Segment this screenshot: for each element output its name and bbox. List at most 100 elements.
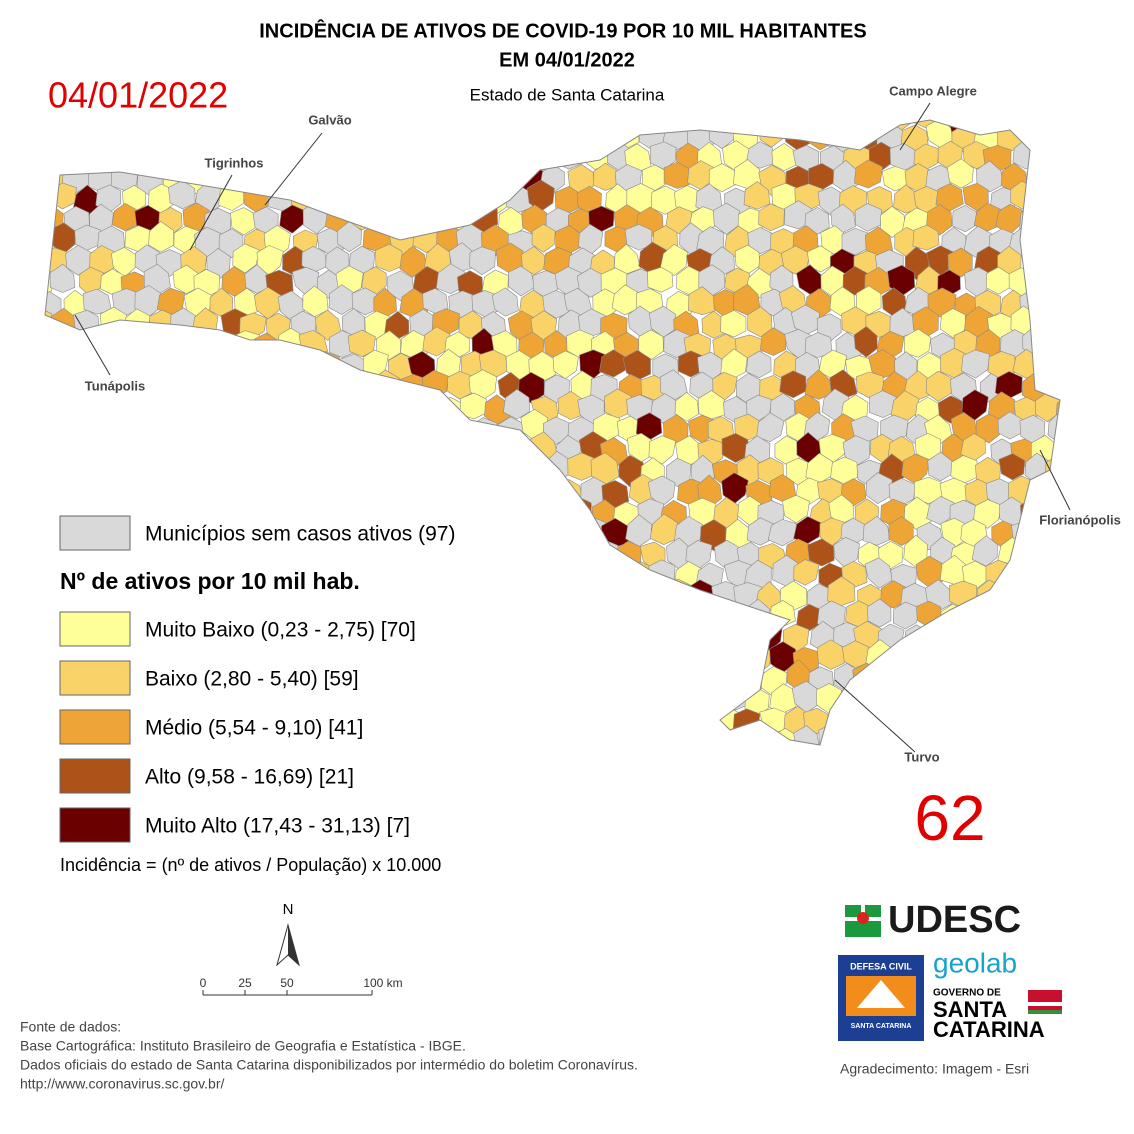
municipality	[372, 582, 402, 612]
municipality	[446, 122, 473, 149]
municipality	[747, 723, 775, 745]
municipality	[565, 623, 594, 651]
municipality	[100, 141, 128, 173]
municipality	[964, 600, 992, 628]
municipality	[564, 663, 593, 690]
municipality	[543, 542, 572, 571]
municipality	[243, 392, 271, 425]
municipality	[624, 603, 650, 632]
municipality	[700, 120, 729, 132]
municipality	[347, 329, 376, 358]
municipality	[218, 353, 245, 381]
municipality	[313, 141, 341, 172]
municipality	[136, 415, 164, 445]
municipality	[1071, 415, 1097, 446]
municipality	[947, 247, 973, 278]
municipality	[435, 120, 464, 127]
municipality	[77, 472, 105, 504]
municipality	[862, 516, 891, 546]
municipality	[1011, 557, 1039, 587]
municipality	[479, 143, 509, 174]
municipality	[45, 639, 53, 672]
municipality	[45, 437, 52, 466]
municipality	[767, 519, 797, 547]
source: Fonte de dados:	[20, 1019, 121, 1035]
municipality	[1055, 394, 1060, 423]
municipality	[650, 601, 679, 635]
municipality	[1068, 206, 1096, 236]
municipality	[277, 454, 303, 485]
municipality	[377, 497, 405, 526]
municipality	[253, 373, 280, 404]
municipality	[648, 435, 677, 465]
municipality	[433, 475, 462, 508]
municipality	[602, 727, 628, 745]
municipality	[267, 687, 294, 718]
municipality	[433, 641, 461, 671]
municipality	[1071, 123, 1098, 152]
municipality	[997, 621, 1025, 651]
municipality	[1046, 204, 1060, 235]
municipality	[136, 120, 165, 151]
municipality	[469, 706, 497, 737]
municipality	[880, 661, 908, 692]
municipality	[997, 747, 1024, 774]
municipality	[351, 409, 381, 441]
municipality	[299, 497, 328, 527]
municipality	[173, 348, 200, 379]
municipality	[195, 473, 224, 506]
municipality	[1045, 543, 1060, 573]
municipality	[327, 164, 355, 193]
municipality	[1043, 622, 1060, 654]
municipality	[458, 642, 486, 673]
municipality	[348, 160, 375, 193]
municipality	[492, 160, 521, 191]
logo-text: GOVERNO DE	[933, 988, 1001, 999]
municipality	[688, 661, 713, 691]
municipality	[1034, 350, 1060, 379]
municipality	[1074, 534, 1100, 566]
municipality	[990, 645, 1017, 674]
municipality	[989, 685, 1015, 713]
municipality	[460, 726, 485, 745]
municipality	[481, 728, 509, 745]
municipality	[1036, 225, 1060, 254]
municipality	[401, 746, 428, 778]
municipality	[672, 600, 700, 627]
municipality	[338, 686, 366, 716]
municipality	[511, 687, 537, 719]
municipality	[1001, 706, 1029, 737]
municipality	[913, 476, 943, 505]
municipality	[45, 411, 65, 443]
municipality	[222, 390, 247, 422]
municipality	[167, 140, 195, 171]
municipality	[72, 140, 102, 168]
scale-label: 50	[280, 976, 294, 990]
municipality	[460, 519, 487, 549]
municipality	[411, 140, 435, 170]
municipality	[374, 665, 404, 695]
municipality	[497, 750, 521, 775]
municipality	[360, 728, 390, 745]
municipality	[397, 497, 425, 525]
municipality	[385, 557, 413, 590]
municipality	[976, 160, 1004, 193]
municipality	[804, 332, 833, 358]
municipality	[544, 751, 571, 778]
municipality	[395, 163, 424, 196]
municipality	[877, 749, 904, 776]
municipality	[496, 706, 524, 739]
municipality	[674, 642, 701, 673]
municipality	[362, 140, 390, 171]
municipality	[384, 120, 411, 129]
municipality	[991, 120, 1017, 131]
municipality	[425, 664, 452, 696]
municipality	[793, 725, 820, 745]
municipality	[543, 496, 572, 525]
municipality	[360, 437, 389, 468]
municipality	[1036, 142, 1060, 173]
municipality	[408, 430, 435, 460]
municipality	[59, 331, 89, 361]
municipality	[351, 287, 379, 316]
municipality	[1072, 748, 1097, 778]
